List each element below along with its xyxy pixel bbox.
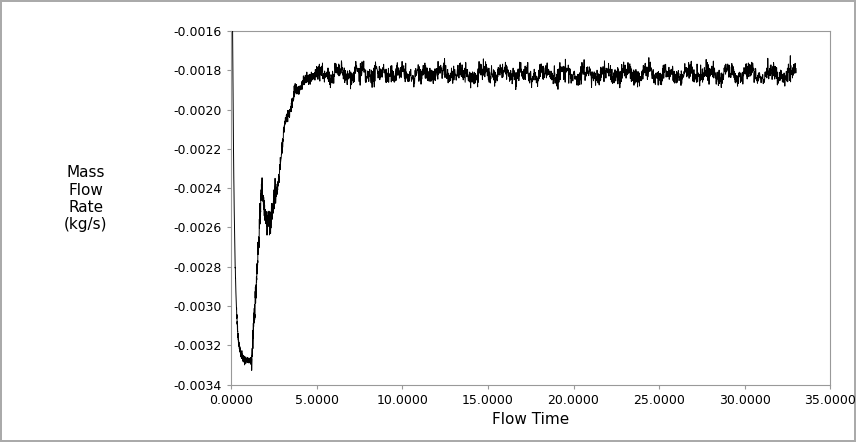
Text: Mass
Flow
Rate
(kg/s): Mass Flow Rate (kg/s) [64,165,107,232]
X-axis label: Flow Time: Flow Time [492,412,569,427]
